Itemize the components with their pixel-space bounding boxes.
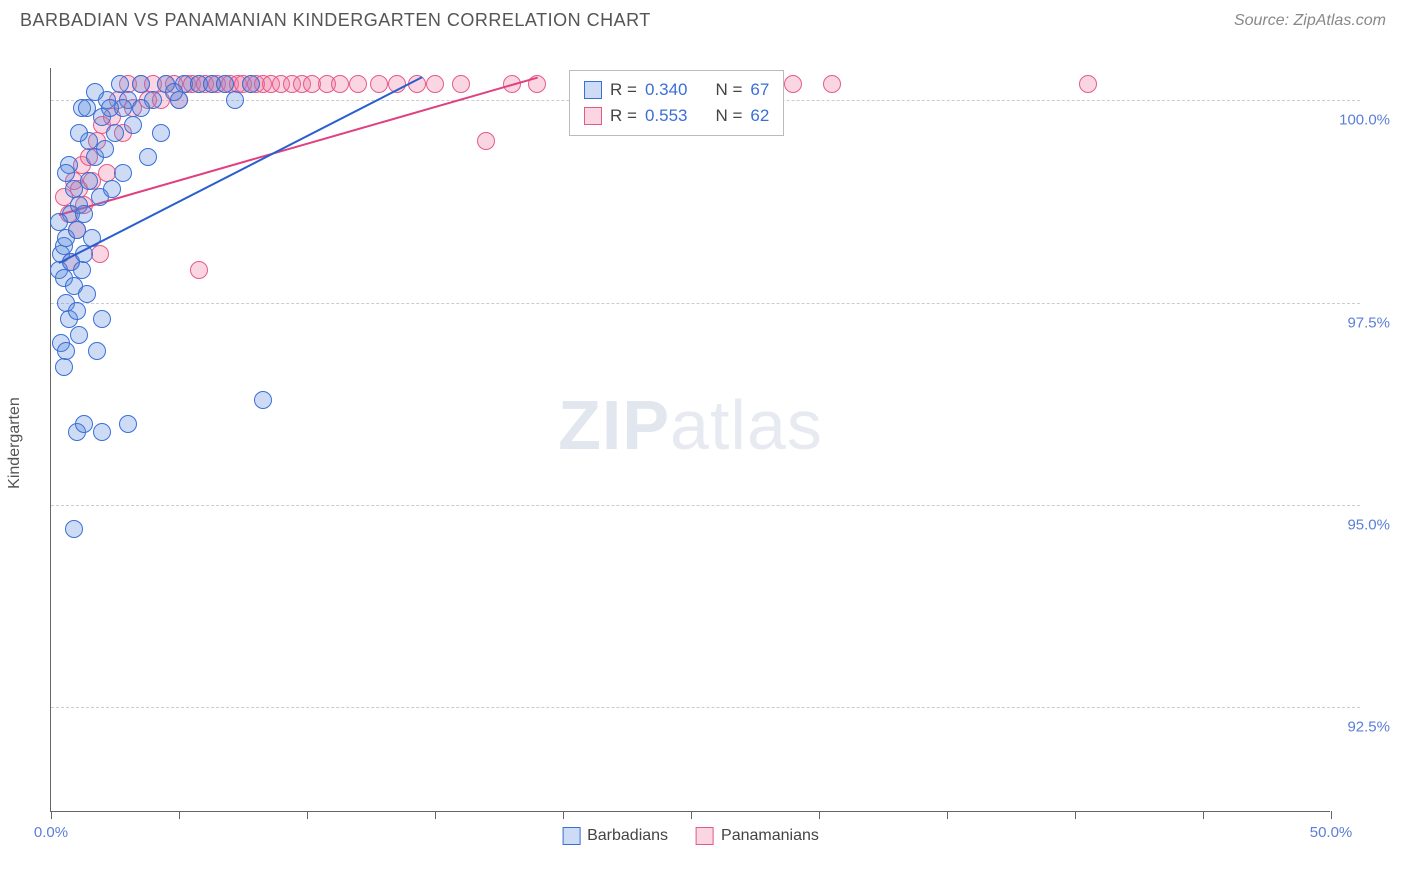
stat-r-value: 0.553 — [645, 106, 688, 126]
scatter-point — [226, 91, 244, 109]
x-tick — [1331, 811, 1332, 819]
scatter-point — [73, 261, 91, 279]
x-tick — [1075, 811, 1076, 819]
scatter-point — [124, 116, 142, 134]
legend-label: Barbadians — [587, 827, 668, 845]
stats-row: R = 0.340 N = 67 — [584, 77, 769, 103]
scatter-point — [57, 342, 75, 360]
x-tick — [563, 811, 564, 819]
scatter-point — [477, 132, 495, 150]
scatter-point — [1079, 75, 1097, 93]
stat-n-value: 67 — [750, 80, 769, 100]
scatter-point — [88, 342, 106, 360]
scatter-point — [70, 124, 88, 142]
scatter-point — [86, 83, 104, 101]
x-tick — [819, 811, 820, 819]
stat-r-value: 0.340 — [645, 80, 688, 100]
scatter-point — [96, 140, 114, 158]
scatter-point — [57, 164, 75, 182]
source-attribution: Source: ZipAtlas.com — [1234, 12, 1386, 30]
scatter-point — [106, 124, 124, 142]
y-axis-label: Kindergarten — [6, 397, 24, 489]
scatter-point — [80, 172, 98, 190]
x-tick — [179, 811, 180, 819]
scatter-point — [132, 75, 150, 93]
scatter-point — [70, 326, 88, 344]
x-tick — [947, 811, 948, 819]
gridline — [51, 303, 1360, 304]
chart-container: Kindergarten ZIPatlas 92.5%95.0%97.5%100… — [20, 48, 1386, 838]
x-tick-label: 50.0% — [1310, 824, 1353, 841]
legend-swatch — [696, 827, 714, 845]
gridline — [51, 707, 1360, 708]
legend-label: Panamanians — [721, 827, 819, 845]
x-tick — [1203, 811, 1204, 819]
scatter-point — [254, 391, 272, 409]
legend-swatch — [584, 81, 602, 99]
scatter-point — [216, 75, 234, 93]
scatter-point — [370, 75, 388, 93]
scatter-point — [78, 285, 96, 303]
scatter-point — [132, 99, 150, 117]
scatter-point — [152, 124, 170, 142]
watermark: ZIPatlas — [558, 385, 823, 465]
scatter-point — [139, 148, 157, 166]
stat-r-label: R = — [610, 106, 637, 126]
x-tick — [51, 811, 52, 819]
scatter-point — [242, 75, 260, 93]
x-tick-label: 0.0% — [34, 824, 68, 841]
y-tick-label: 95.0% — [1347, 516, 1390, 533]
scatter-point — [65, 520, 83, 538]
stats-legend: R = 0.340 N = 67 R = 0.553 N = 62 — [569, 70, 784, 136]
gridline — [51, 505, 1360, 506]
scatter-point — [78, 99, 96, 117]
scatter-point — [165, 83, 183, 101]
scatter-point — [75, 205, 93, 223]
scatter-point — [784, 75, 802, 93]
stat-r-label: R = — [610, 80, 637, 100]
scatter-point — [93, 310, 111, 328]
scatter-point — [331, 75, 349, 93]
scatter-point — [91, 245, 109, 263]
watermark-zip: ZIP — [558, 386, 670, 464]
plot-area: ZIPatlas 92.5%95.0%97.5%100.0%0.0%50.0%R… — [50, 68, 1330, 812]
scatter-point — [452, 75, 470, 93]
x-tick — [307, 811, 308, 819]
scatter-point — [75, 415, 93, 433]
scatter-point — [50, 213, 68, 231]
scatter-point — [68, 302, 86, 320]
y-tick-label: 92.5% — [1347, 718, 1390, 735]
watermark-atlas: atlas — [670, 386, 823, 464]
scatter-point — [823, 75, 841, 93]
scatter-point — [119, 415, 137, 433]
scatter-point — [101, 99, 119, 117]
bottom-legend: Barbadians Panamanians — [562, 827, 819, 845]
y-tick-label: 97.5% — [1347, 314, 1390, 331]
scatter-point — [349, 75, 367, 93]
stat-n-value: 62 — [750, 106, 769, 126]
stat-n-label: N = — [715, 80, 742, 100]
legend-swatch — [562, 827, 580, 845]
stat-n-label: N = — [715, 106, 742, 126]
scatter-point — [190, 261, 208, 279]
scatter-point — [93, 423, 111, 441]
scatter-point — [114, 164, 132, 182]
scatter-point — [426, 75, 444, 93]
legend-item: Panamanians — [696, 827, 819, 845]
legend-swatch — [584, 107, 602, 125]
chart-title: BARBADIAN VS PANAMANIAN KINDERGARTEN COR… — [20, 10, 651, 31]
scatter-point — [55, 358, 73, 376]
legend-item: Barbadians — [562, 827, 668, 845]
scatter-point — [103, 180, 121, 198]
y-tick-label: 100.0% — [1339, 112, 1390, 129]
x-tick — [435, 811, 436, 819]
chart-header: BARBADIAN VS PANAMANIAN KINDERGARTEN COR… — [0, 0, 1406, 39]
x-tick — [691, 811, 692, 819]
stats-row: R = 0.553 N = 62 — [584, 103, 769, 129]
